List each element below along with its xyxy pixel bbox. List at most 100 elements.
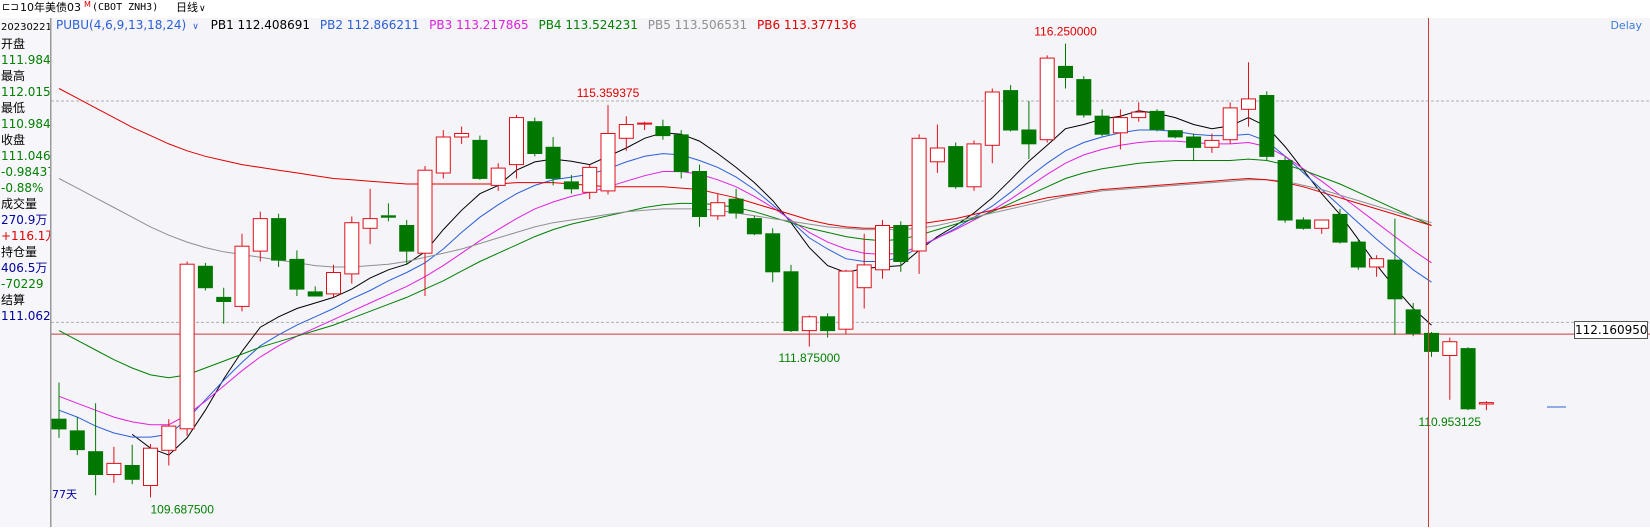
high-value: 112.0156 — [1, 85, 51, 99]
candle — [252, 211, 268, 262]
candle — [618, 116, 634, 151]
candle — [1076, 76, 1092, 118]
candle — [271, 213, 287, 267]
series-line-pb2 — [58, 129, 1432, 438]
candle-body-up — [344, 222, 360, 275]
period-selector[interactable]: 日线∨ — [176, 0, 206, 17]
candle-body-down — [124, 465, 140, 480]
chevron-down-icon: ∨ — [199, 4, 206, 14]
candle-body-up — [1478, 402, 1494, 405]
candle-body-down — [1405, 309, 1421, 334]
day-count-label: 77天 — [52, 488, 77, 501]
candle — [728, 188, 744, 219]
candle-body-down — [289, 258, 305, 290]
candle-body-up — [838, 270, 854, 330]
candle — [1149, 109, 1165, 132]
candle — [820, 313, 836, 338]
candle-body-down — [746, 218, 762, 235]
candle-body-up — [1112, 117, 1128, 134]
candlestick-chart[interactable]: 116.250000 115.359375 111.875000 110.953125… — [50, 18, 1650, 527]
candle — [1277, 156, 1293, 223]
indicator-name: PUBU(4,6,9,13,18,24) — [56, 18, 187, 32]
candle — [692, 164, 707, 227]
candle-body-down — [1295, 219, 1311, 229]
candle-body-up — [1222, 107, 1238, 141]
candle — [710, 193, 726, 220]
candle-body-up — [929, 147, 945, 163]
candle-body-down — [820, 316, 836, 332]
candle — [1003, 85, 1019, 132]
indicator-selector[interactable]: PUBU(4,6,9,13,18,24) ∨ — [56, 18, 205, 32]
candle — [307, 286, 323, 297]
legend-pb3: PB3 113.217865 — [429, 18, 529, 32]
candle-body-up — [618, 124, 634, 139]
legend-pb2: PB2 112.866211 — [319, 18, 420, 32]
candle — [1442, 337, 1458, 400]
low-label: 最低 — [1, 101, 26, 115]
candle-body-down — [1277, 160, 1293, 221]
annotation-low: 110.953125 — [1419, 415, 1482, 429]
chart-area[interactable]: 116.250000 115.359375 111.875000 110.953125… — [50, 18, 1650, 527]
candle — [69, 417, 85, 456]
candle-body-down — [765, 233, 781, 273]
candle-body-down — [51, 418, 67, 430]
change-percent: -0.88% — [1, 181, 44, 195]
candle-body-up — [856, 264, 872, 289]
candle — [911, 134, 927, 274]
candle-body-down — [1021, 129, 1037, 145]
period-label: 日线 — [176, 1, 198, 14]
candle-body-up — [234, 245, 250, 307]
series-line-pb4 — [58, 158, 1432, 379]
series-line-pb3 — [58, 140, 1432, 426]
candle — [344, 216, 360, 284]
price-annotations: 116.250000 115.359375 111.875000 110.953125… — [151, 25, 1482, 517]
candle-body-down — [728, 198, 744, 214]
instrument-code: (CBOT ZNH3) — [92, 2, 159, 13]
volume-change: +116.1万 — [1, 229, 50, 243]
candle-body-up — [582, 166, 598, 193]
annotation-low: 109.687500 — [151, 502, 215, 516]
candle-body-up — [710, 202, 726, 217]
candle — [1405, 302, 1421, 337]
info-date: 20230221 — [1, 22, 51, 33]
candle-body-down — [1350, 241, 1366, 268]
candle-body-down — [69, 430, 85, 451]
candle — [509, 114, 524, 179]
candle — [472, 135, 488, 180]
indicator-legend: PUBU(4,6,9,13,18,24) ∨ PB1 112.408691 PB2… — [56, 18, 862, 35]
window-icon: ⊏⊐ — [2, 2, 19, 13]
candle — [637, 121, 653, 131]
candle — [1387, 218, 1403, 335]
candle-body-down — [271, 218, 287, 261]
candle-body-down — [1167, 130, 1183, 138]
candle — [746, 215, 762, 236]
candle-body-down — [1460, 348, 1476, 410]
candle-body-down — [1387, 259, 1403, 300]
candle — [893, 221, 909, 272]
candle — [582, 164, 598, 200]
candle — [600, 105, 616, 195]
candle — [143, 444, 158, 498]
candle — [563, 175, 579, 194]
legend-pb4: PB4 113.524231 — [538, 18, 638, 32]
open-interest-value: 406.5万 — [1, 261, 48, 275]
candle-body-up — [801, 316, 817, 332]
candle — [1094, 109, 1110, 137]
chevron-down-icon: ∨ — [192, 22, 199, 32]
settle-label: 结算 — [1, 293, 26, 307]
candle-body-up — [966, 143, 982, 188]
candle — [655, 119, 671, 140]
candle-body-up — [984, 91, 1000, 146]
candle-body-up — [179, 263, 195, 430]
close-value: 111.0468 — [1, 149, 51, 163]
reference-lines — [51, 100, 1650, 335]
last-price-tag: 112.160950 — [1574, 321, 1648, 339]
candles[interactable] — [51, 43, 1494, 498]
candle-body-down — [1186, 136, 1202, 148]
candle-body-down — [527, 121, 543, 154]
candle — [362, 188, 378, 245]
candle-body-down — [783, 271, 799, 332]
candle — [1350, 239, 1366, 270]
candle-body-up — [362, 218, 378, 229]
candle-body-down — [1058, 65, 1073, 79]
